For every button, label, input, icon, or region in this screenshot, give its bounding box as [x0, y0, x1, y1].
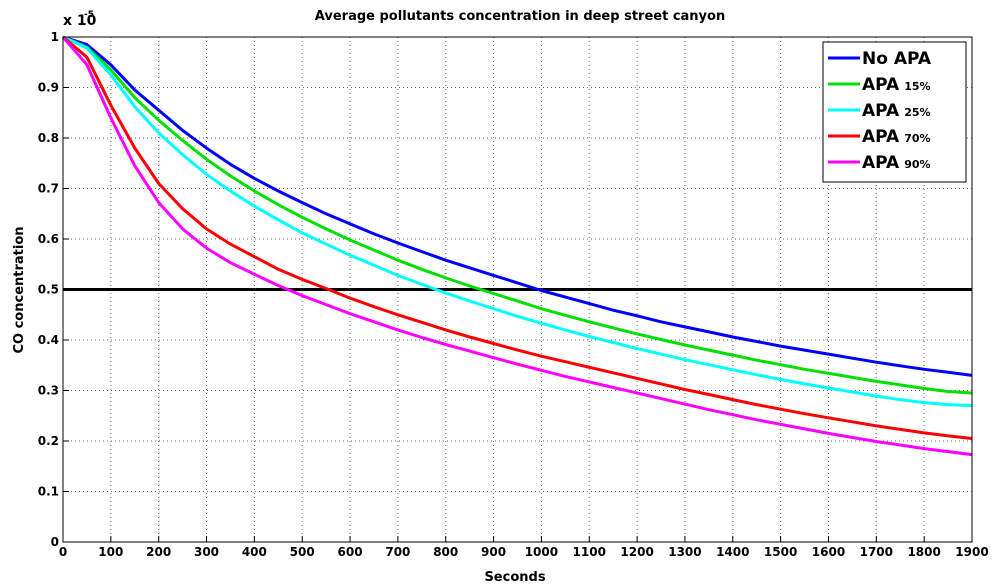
y-tick-label: 0 [51, 535, 59, 549]
x-tick-label: 1300 [668, 545, 701, 559]
x-tick-label: 1700 [860, 545, 893, 559]
y-tick-label: 0.2 [38, 434, 59, 448]
x-tick-label: 1100 [573, 545, 606, 559]
x-tick-label: 900 [481, 545, 506, 559]
y-tick-label: 1 [51, 30, 59, 44]
y-tick-label: 0.3 [38, 384, 59, 398]
x-tick-label: 1900 [955, 545, 988, 559]
y-tick-label: 0.8 [38, 131, 59, 145]
x-tick-label: 100 [98, 545, 123, 559]
y-tick-label: 0.4 [38, 333, 59, 347]
y-tick-label: 0.6 [38, 232, 59, 246]
x-axis-label: Seconds [484, 570, 545, 585]
x-tick-label: 1200 [620, 545, 653, 559]
x-tick-label: 1500 [764, 545, 797, 559]
y-tick-label: 0.5 [38, 283, 59, 297]
y-exponent-power: -5 [84, 10, 94, 20]
x-tick-label: 0 [59, 545, 67, 559]
y-tick-label: 0.9 [38, 81, 59, 95]
x-tick-label: 600 [338, 545, 363, 559]
legend-label: No APA [862, 49, 932, 69]
x-axis-ticks: 0 100 200 300 400 500 600 700 800 900 1000 1100 1200… [59, 536, 989, 559]
x-tick-label: 200 [146, 545, 171, 559]
x-tick-label: 400 [242, 545, 267, 559]
x-tick-label: 1800 [907, 545, 940, 559]
x-tick-label: 1400 [716, 545, 749, 559]
x-tick-label: 1600 [812, 545, 845, 559]
x-tick-label: 700 [385, 545, 410, 559]
y-tick-label: 0.7 [38, 182, 59, 196]
x-tick-label: 500 [290, 545, 315, 559]
x-tick-label: 300 [194, 545, 219, 559]
x-tick-label: 1000 [525, 545, 558, 559]
x-tick-label: 800 [433, 545, 458, 559]
y-axis-label: CO concentration [12, 226, 27, 353]
chart-title: Average pollutants concentration in deep… [315, 9, 725, 24]
y-tick-label: 0.1 [38, 485, 59, 499]
